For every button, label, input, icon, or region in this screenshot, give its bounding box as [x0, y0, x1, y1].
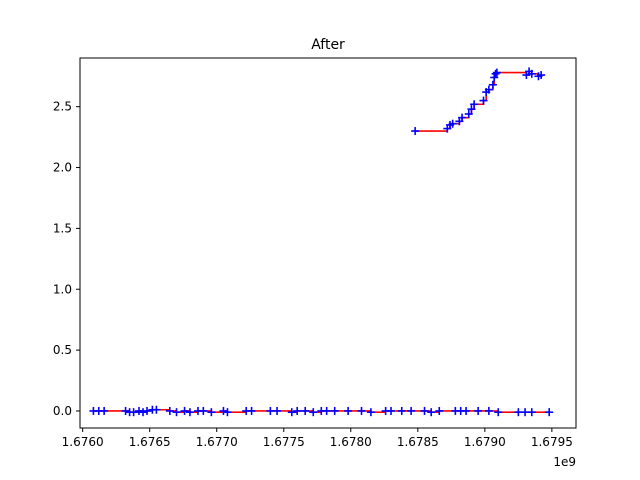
data-point — [420, 406, 429, 415]
x-tick-label: 1.6775 — [263, 435, 305, 449]
data-point — [411, 127, 420, 136]
data-point — [479, 96, 488, 105]
data-point — [448, 119, 457, 128]
data-point — [330, 406, 339, 415]
data-point — [470, 100, 479, 109]
data-point — [322, 406, 331, 415]
data-point — [545, 408, 554, 417]
data-point — [397, 406, 406, 415]
data-point — [273, 406, 282, 415]
data-point — [521, 408, 530, 417]
data-point — [172, 408, 181, 417]
y-tick-label: 2.0 — [53, 161, 72, 175]
data-point — [301, 406, 310, 415]
x-offset-label: 1e9 — [553, 455, 576, 469]
data-point — [464, 109, 473, 118]
data-point — [152, 405, 161, 414]
data-point — [387, 406, 396, 415]
data-point — [484, 85, 493, 94]
data-point — [435, 406, 444, 415]
data-point — [366, 408, 375, 417]
data-point — [344, 406, 353, 415]
x-axis: 1.6760 1.6765 1.6770 1.6775 1.6780 1.6785 1.67… — [62, 428, 573, 449]
y-tick-label: 1.0 — [53, 282, 72, 296]
data-point — [484, 406, 493, 415]
data-point — [134, 406, 143, 415]
data-point — [491, 69, 500, 78]
data-point — [494, 408, 503, 417]
data-point — [490, 73, 499, 82]
data-point — [474, 406, 483, 415]
data-point — [287, 408, 296, 417]
data-point — [100, 406, 109, 415]
y-tick-label: 2.5 — [53, 100, 72, 114]
plot-area — [89, 67, 554, 417]
data-point — [537, 71, 546, 80]
data-point — [121, 406, 130, 415]
data-point — [458, 113, 467, 122]
data-point — [488, 80, 497, 89]
data-point — [427, 408, 436, 417]
data-point — [357, 406, 366, 415]
y-tick-label: 0.5 — [53, 343, 72, 357]
data-point — [199, 406, 208, 415]
data-point — [165, 406, 174, 415]
data-point — [180, 406, 189, 415]
data-point — [527, 408, 536, 417]
x-tick-label: 1.6770 — [196, 435, 238, 449]
x-tick-label: 1.6785 — [397, 435, 439, 449]
data-point — [309, 408, 318, 417]
data-point — [207, 408, 216, 417]
data-point — [467, 105, 476, 114]
x-tick-label: 1.6790 — [464, 435, 506, 449]
data-point — [266, 406, 275, 415]
axes-frame — [79, 57, 577, 429]
data-point — [492, 68, 501, 77]
data-point — [293, 406, 302, 415]
data-point — [219, 406, 228, 415]
series-1-line — [415, 70, 542, 132]
data-point — [139, 408, 148, 417]
data-point — [185, 408, 194, 417]
data-point — [247, 406, 256, 415]
data-point — [407, 406, 416, 415]
data-point — [143, 406, 152, 415]
y-tick-label: 0.0 — [53, 404, 72, 418]
data-point — [462, 406, 471, 415]
y-axis: 0.0 0.5 1.0 1.5 2.0 2.5 — [53, 100, 80, 418]
x-tick-label: 1.6765 — [129, 435, 171, 449]
chart-title: After — [311, 37, 345, 53]
x-tick-label: 1.6780 — [330, 435, 372, 449]
data-point — [514, 408, 523, 417]
data-point — [129, 408, 138, 417]
data-point — [527, 69, 536, 78]
x-tick-label: 1.6795 — [531, 435, 573, 449]
data-point — [223, 408, 232, 417]
x-tick-label: 1.6760 — [62, 435, 104, 449]
y-tick-label: 1.5 — [53, 221, 72, 235]
